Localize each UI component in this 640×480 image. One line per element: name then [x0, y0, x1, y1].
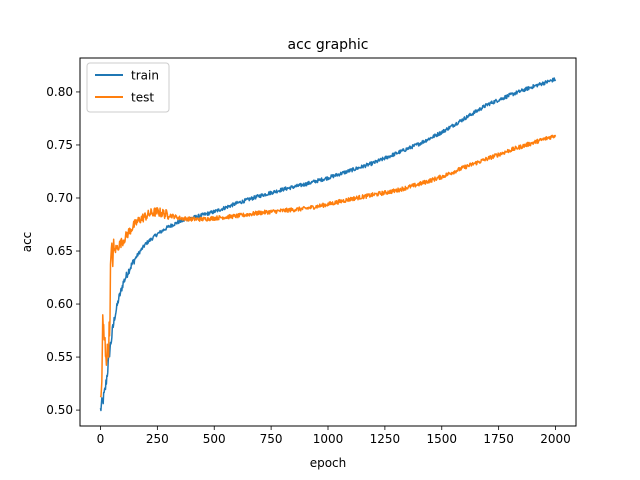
x-tick-label: 250	[146, 432, 169, 446]
y-tick-label: 0.55	[46, 350, 73, 364]
x-tick-label: 1500	[426, 432, 457, 446]
x-tick-label: 750	[260, 432, 283, 446]
y-tick-label: 0.60	[46, 297, 73, 311]
y-tick-label: 0.70	[46, 191, 73, 205]
x-axis: 0 250 500 750 1000 1250 1500 1750 2000	[97, 426, 571, 446]
legend-label-test: test	[131, 91, 154, 105]
series-line-test	[99, 134, 557, 398]
legend-label-train: train	[131, 69, 159, 83]
chart-title: acc graphic	[288, 37, 369, 53]
y-axis-label: acc	[20, 232, 34, 253]
y-tick-label: 0.65	[46, 244, 73, 258]
x-tick-label: 1000	[313, 432, 344, 446]
y-axis: 0.50 0.55 0.60 0.65 0.70 0.75 0.80	[46, 85, 80, 417]
y-tick-label: 0.75	[46, 138, 73, 152]
plot-area	[99, 77, 557, 412]
x-tick-label: 500	[203, 432, 226, 446]
series-line-train	[99, 77, 557, 412]
x-tick-label: 1750	[483, 432, 514, 446]
y-tick-label: 0.80	[46, 85, 73, 99]
x-tick-label: 0	[97, 432, 105, 446]
x-axis-label: epoch	[310, 456, 347, 470]
legend: train test	[86, 62, 170, 113]
x-tick-label: 1250	[370, 432, 401, 446]
x-tick-label: 2000	[540, 432, 571, 446]
y-tick-label: 0.50	[46, 403, 73, 417]
